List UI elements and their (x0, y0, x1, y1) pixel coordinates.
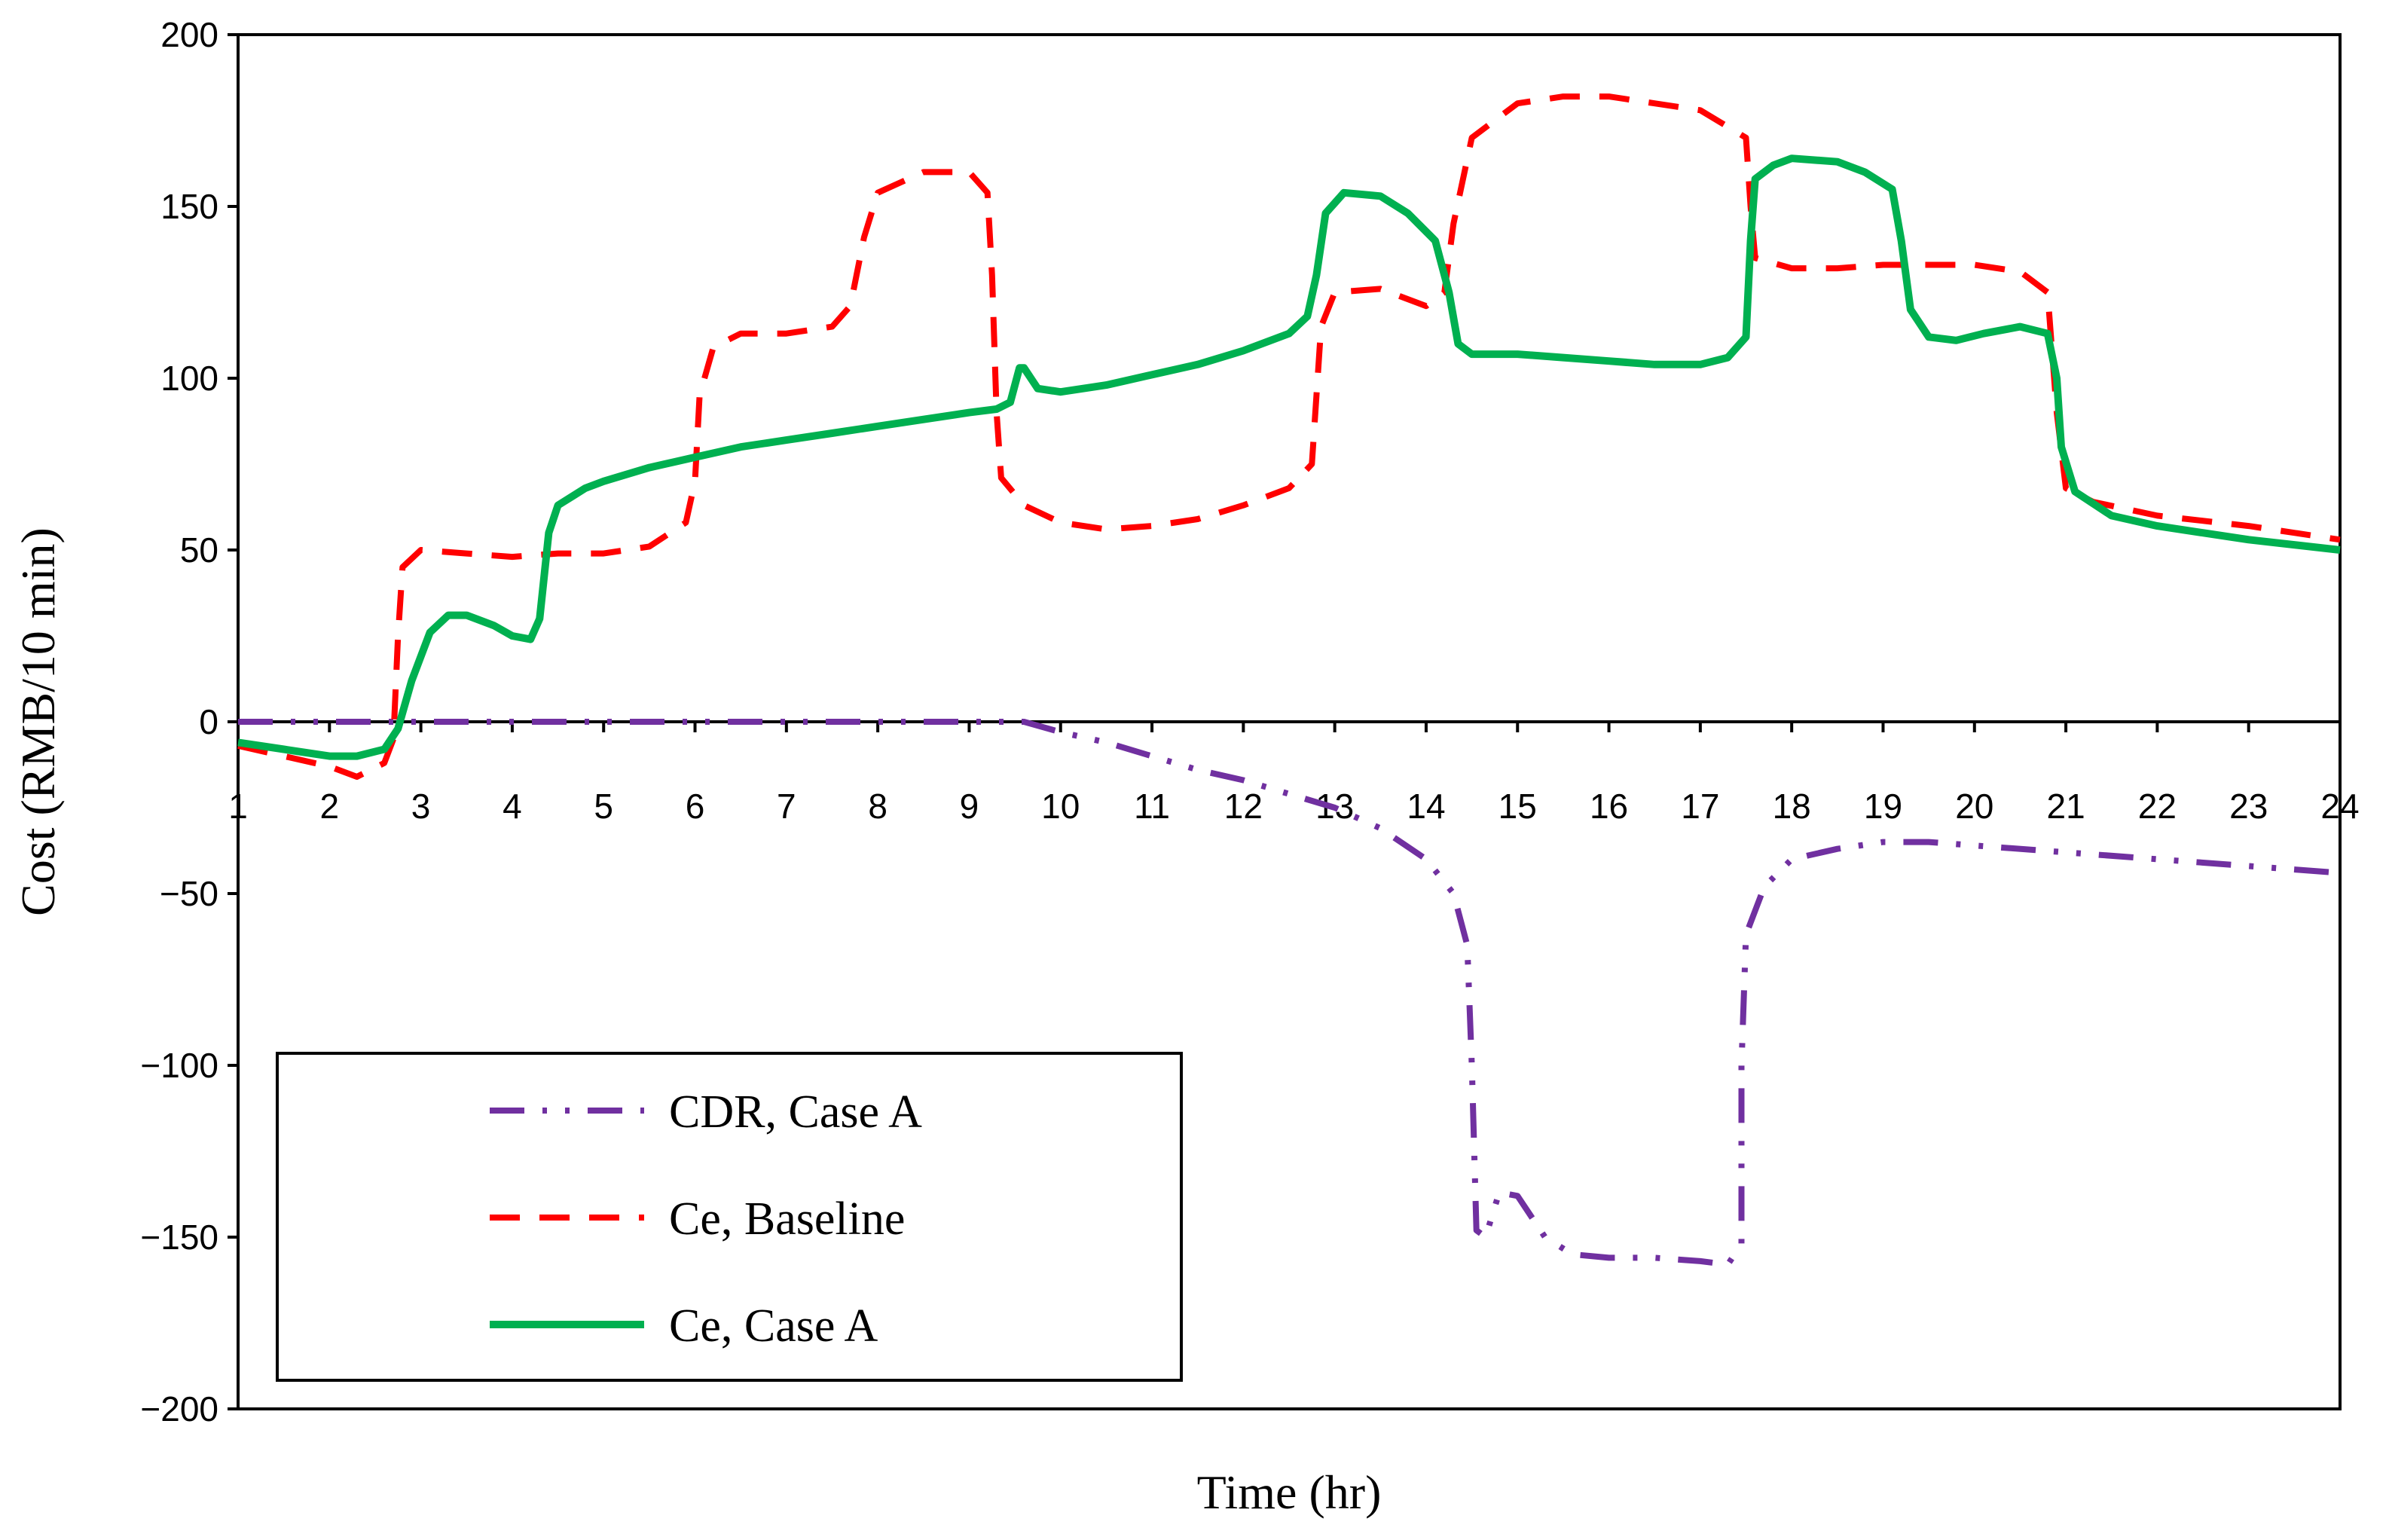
x-tick-label: 24 (2320, 787, 2359, 826)
y-tick-label: −200 (140, 1389, 218, 1428)
x-tick-label: 18 (1773, 787, 1811, 826)
series-line (237, 154, 2341, 760)
y-axis-title: Cost (RMB/10 min) (11, 527, 65, 916)
y-tick-label: 150 (160, 187, 218, 226)
x-tick-label: 8 (868, 787, 887, 826)
x-tick-label: 19 (1864, 787, 1902, 826)
y-tick-label: 100 (160, 359, 218, 398)
series-line (237, 93, 2341, 780)
y-tick-label: −50 (160, 874, 218, 913)
y-tick-label: 50 (180, 530, 218, 570)
legend-label: Ce, Baseline (669, 1193, 905, 1245)
x-tick-label: 15 (1498, 787, 1537, 826)
y-tick-label: 0 (199, 702, 218, 741)
x-tick-label: 10 (1041, 787, 1080, 826)
x-axis-title: Time (hr) (1197, 1465, 1382, 1519)
x-tick-label: 4 (503, 787, 522, 826)
y-tick-label: −150 (140, 1218, 218, 1257)
x-tick-label: 11 (1134, 787, 1170, 826)
series-group (237, 93, 2341, 1268)
y-axis: −200 −150 −100 −50 0 50 100 150 200 (140, 15, 238, 1428)
legend-label: Ce, Case A (669, 1300, 878, 1352)
x-tick-label: 5 (594, 787, 613, 826)
y-tick-label: 200 (160, 15, 218, 54)
x-tick-label: 12 (1224, 787, 1263, 826)
legend-items: CDR, Case A Ce, Baseline Ce, Case A (490, 1086, 922, 1352)
x-tick-label: 21 (2047, 787, 2085, 826)
legend-label: CDR, Case A (669, 1086, 922, 1138)
x-tick-label: 2 (320, 787, 340, 826)
x-tick-label: 7 (777, 787, 796, 826)
x-tick-label: 1 (228, 787, 248, 826)
x-tick-label: 17 (1681, 787, 1719, 826)
series-line (238, 719, 2341, 1268)
x-tick-label: 22 (2138, 787, 2177, 826)
x-tick-label: 14 (1407, 787, 1445, 826)
x-tick-label: 20 (1955, 787, 1993, 826)
x-tick-label: 23 (2229, 787, 2268, 826)
x-tick-label: 9 (960, 787, 979, 826)
x-tick-label: 16 (1590, 787, 1628, 826)
x-tick-label: 3 (411, 787, 431, 826)
legend: CDR, Case A Ce, Baseline Ce, Case A (276, 1052, 1183, 1382)
y-tick-label: −100 (140, 1046, 218, 1085)
x-axis: 1 2 3 4 5 6 7 8 9 10 11 12 13 14 15 16 17 18 19 20 21 22 23 24 (228, 722, 2360, 826)
legend-box (276, 1052, 1183, 1382)
x-tick-label: 6 (686, 787, 705, 826)
